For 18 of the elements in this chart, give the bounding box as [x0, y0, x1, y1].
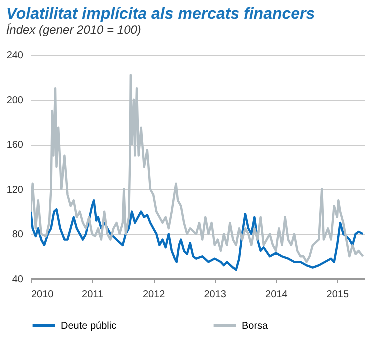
- x-tick-label: 2013: [204, 290, 227, 300]
- legend-label: Borsa: [242, 321, 269, 332]
- y-tick-label: 120: [6, 184, 24, 196]
- line-series: [31, 200, 364, 272]
- y-tick-label: 240: [6, 50, 24, 62]
- x-tick-label: 2011: [82, 290, 104, 300]
- legend-label: Deute públic: [61, 321, 117, 332]
- y-tick-label: 200: [6, 95, 24, 106]
- y-tick-label: 160: [6, 140, 24, 152]
- x-tick-label: 2012: [142, 290, 166, 300]
- chart-subtitle: Índex (gener 2010 = 100): [6, 23, 142, 37]
- line-series: [31, 74, 364, 264]
- x-tick-label: 2014: [266, 290, 288, 300]
- x-tick-label: 2010: [32, 290, 54, 300]
- y-tick-label: 40: [12, 274, 24, 286]
- y-tick-label: 80: [12, 230, 24, 241]
- x-tick-label: 2015: [326, 290, 350, 300]
- chart-title: Volatilitat implícita als mercats financers: [6, 6, 316, 23]
